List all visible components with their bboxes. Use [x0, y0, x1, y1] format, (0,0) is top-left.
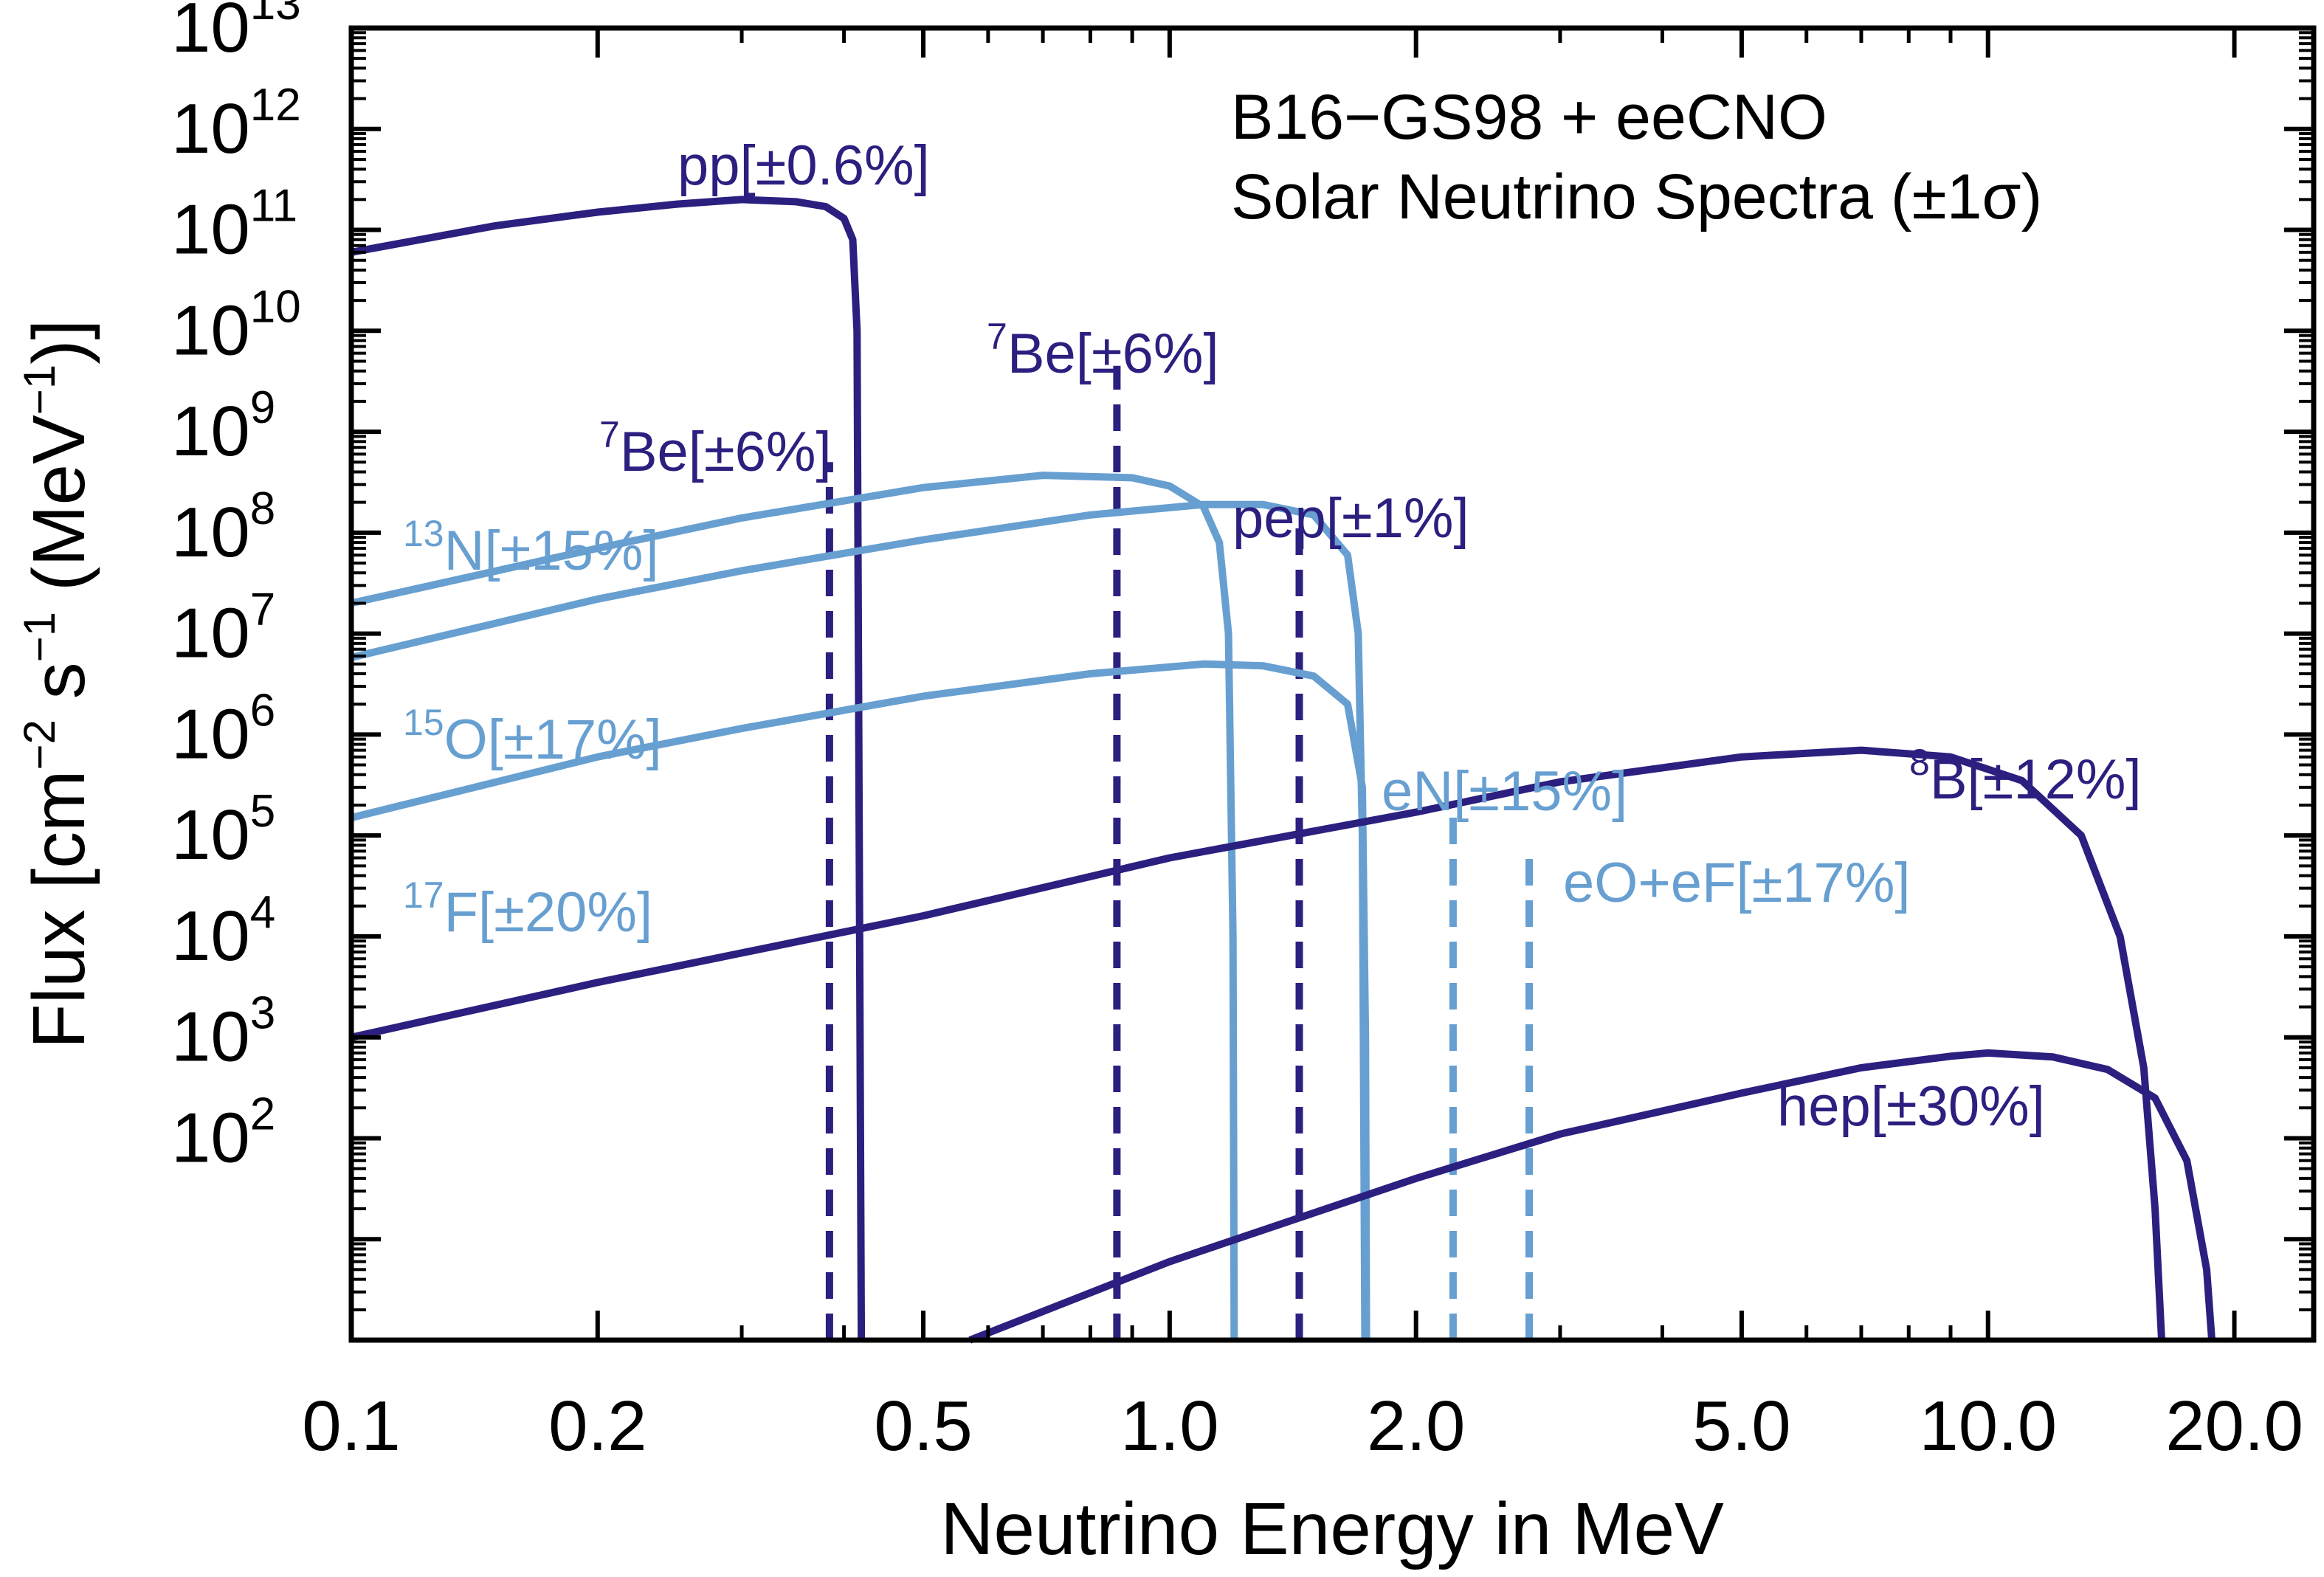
y-tick-label: 1011: [171, 181, 297, 269]
label-7be-862: 7Be[±6%]: [987, 316, 1219, 385]
series-15o: [350, 500, 1369, 1341]
label-17f: 17F[±20%]: [403, 874, 652, 944]
series-17f: [350, 660, 1370, 1341]
series-pp: [351, 196, 866, 1341]
series-13n: [350, 472, 1238, 1341]
x-tick-label: 20.0: [2165, 1387, 2303, 1466]
tick-labels: 0.1 0.2 0.5 1.0 2.0 5.0 10.0 20.0 102 103 104 105 10…: [171, 0, 2303, 1466]
y-tick-label: 1013: [171, 0, 301, 67]
y-tick-label: 106: [171, 685, 275, 773]
label-hep: hep[±30%]: [1777, 1075, 2045, 1138]
plot-frame: [348, 25, 2317, 1343]
y-tick-label: 109: [171, 382, 275, 471]
label-pp: pp[±0.6%]: [677, 134, 930, 197]
x-tick-label: 2.0: [1367, 1387, 1465, 1466]
y-axis-title: Flux [cm−2 s−1 (MeV−1)]: [15, 320, 100, 1049]
x-tick-label: 5.0: [1692, 1387, 1790, 1466]
label-eo-ef: eO+eF[±17%]: [1563, 852, 1911, 914]
y-tick-label: 1010: [171, 281, 301, 370]
label-pep: pep[±1%]: [1232, 487, 1469, 550]
y-tick-label: 102: [171, 1088, 275, 1177]
chart-title-line-2: Solar Neutrino Spectra (±1σ): [1231, 162, 2042, 232]
x-tick-label: 1.0: [1120, 1387, 1218, 1466]
y-tick-label: 104: [171, 887, 275, 976]
chart-title-line-1: B16−GS98 + eeCNO: [1231, 82, 1827, 153]
x-axis-title: Neutrino Energy in MeV: [940, 1488, 1724, 1570]
label-13n: 13N[±15%]: [403, 513, 659, 582]
x-tick-label: 0.2: [548, 1387, 646, 1466]
label-15o: 15O[±17%]: [403, 702, 662, 771]
label-8b: 8B[±12%]: [1909, 742, 2142, 811]
y-tick-label: 103: [171, 988, 275, 1077]
x-tick-label: 0.5: [874, 1387, 972, 1466]
x-tick-label: 0.1: [302, 1387, 400, 1466]
label-7be-384: 7Be[±6%]: [599, 414, 832, 483]
series-curves: [350, 196, 2216, 1344]
y-tick-label: 107: [171, 584, 275, 673]
y-tick-label: 108: [171, 483, 275, 572]
series-hep: [968, 1049, 2216, 1344]
label-en: eN[±15%]: [1382, 760, 1627, 823]
y-tick-label: 105: [171, 786, 275, 874]
series-8b: [350, 746, 2165, 1341]
y-tick-label: 1012: [171, 80, 301, 168]
x-tick-label: 10.0: [1919, 1387, 2057, 1466]
